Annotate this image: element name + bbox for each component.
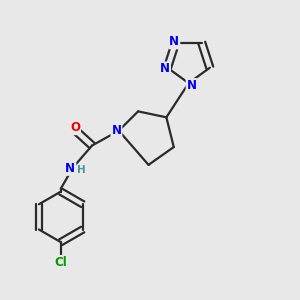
Text: N: N (169, 35, 179, 48)
Text: Cl: Cl (55, 256, 67, 269)
Text: H: H (77, 165, 86, 175)
Text: N: N (111, 124, 122, 136)
Text: N: N (187, 79, 196, 92)
Text: O: O (70, 121, 80, 134)
Text: N: N (160, 62, 170, 75)
Text: N: N (65, 162, 75, 175)
